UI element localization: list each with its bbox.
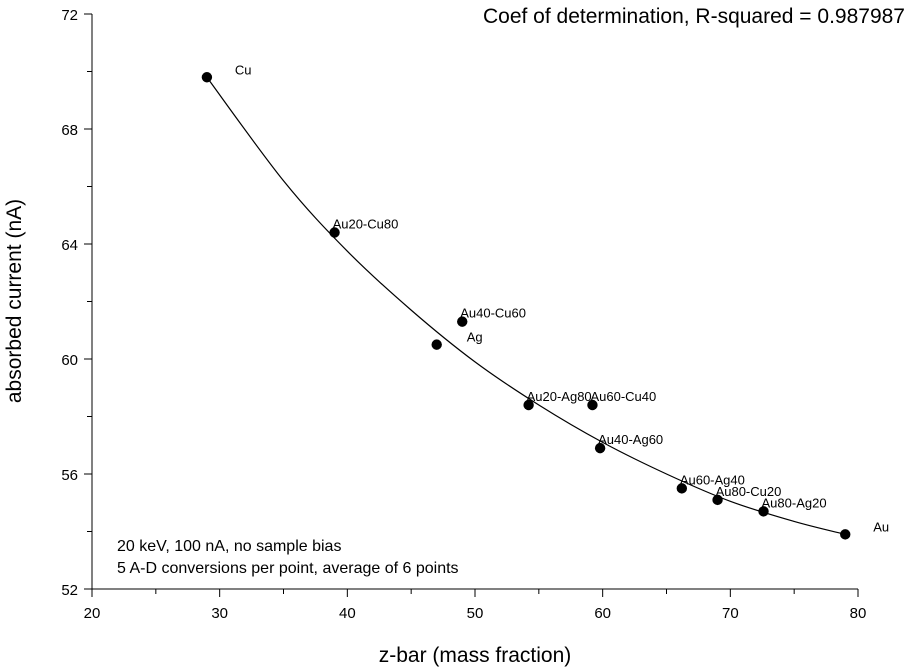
- x-tick-label: 40: [339, 605, 356, 622]
- x-tick-label: 70: [722, 605, 739, 622]
- data-point: [758, 506, 769, 517]
- x-tick-label: 20: [84, 605, 101, 622]
- ticks: [84, 13, 859, 597]
- y-axis-title: absorbed current (nA): [3, 199, 26, 403]
- data-point: [201, 72, 213, 83]
- y-tick-label: 64: [61, 237, 78, 254]
- point-labels: Cu Au20-Cu80 Ag Au40-Cu60 Au20-Ag80Au60-Cu40…: [235, 62, 889, 534]
- data-point: [840, 529, 851, 540]
- data-points: [201, 72, 851, 540]
- r-squared-annotation: Coef of determination, R-squared = 0.987…: [483, 5, 905, 28]
- tick-labels: 20 30 40 50 60 70 80 52 56 60 64 68 72: [61, 7, 866, 622]
- data-point-label: Au60-Cu40: [590, 389, 656, 404]
- y-tick-label: 56: [61, 467, 78, 484]
- x-tick-label: 60: [594, 605, 611, 622]
- data-point: [587, 399, 598, 411]
- data-point-label: Cu: [235, 62, 252, 77]
- data-point: [523, 399, 534, 411]
- data-point: [676, 483, 688, 494]
- x-tick-label: 30: [211, 605, 228, 622]
- data-point: [594, 442, 606, 454]
- data-point-label: Au40-Cu60: [460, 306, 526, 321]
- y-tick-label: 68: [61, 122, 78, 139]
- data-point: [431, 339, 442, 350]
- axes: [91, 14, 858, 590]
- data-point: [457, 316, 468, 327]
- fit-curve: [206, 76, 846, 535]
- data-point-label: Au40-Ag60: [598, 432, 663, 447]
- x-tick-label: 50: [467, 605, 484, 622]
- data-point-label: Au80-Ag20: [762, 495, 827, 510]
- conditions-note-line2: 5 A-D conversions per point, average of …: [117, 560, 459, 577]
- conditions-note-line1: 20 keV, 100 nA, no sample bias: [117, 538, 341, 555]
- data-point: [712, 494, 723, 506]
- data-point-label: Au20-Cu80: [333, 217, 399, 232]
- data-point: [329, 227, 340, 238]
- y-tick-label: 72: [61, 7, 78, 24]
- data-point-label: Au80-Cu20: [716, 484, 782, 499]
- x-axis-title: z-bar (mass fraction): [379, 644, 572, 667]
- data-point-label: Ag: [467, 330, 483, 345]
- y-tick-label: 60: [61, 352, 78, 369]
- x-tick-label: 80: [850, 605, 867, 622]
- data-point-label: Au: [873, 519, 889, 534]
- data-point-label: Au60-Ag40: [680, 472, 745, 487]
- y-tick-label: 52: [61, 582, 78, 599]
- data-point-label: Au20-Ag80: [527, 389, 592, 404]
